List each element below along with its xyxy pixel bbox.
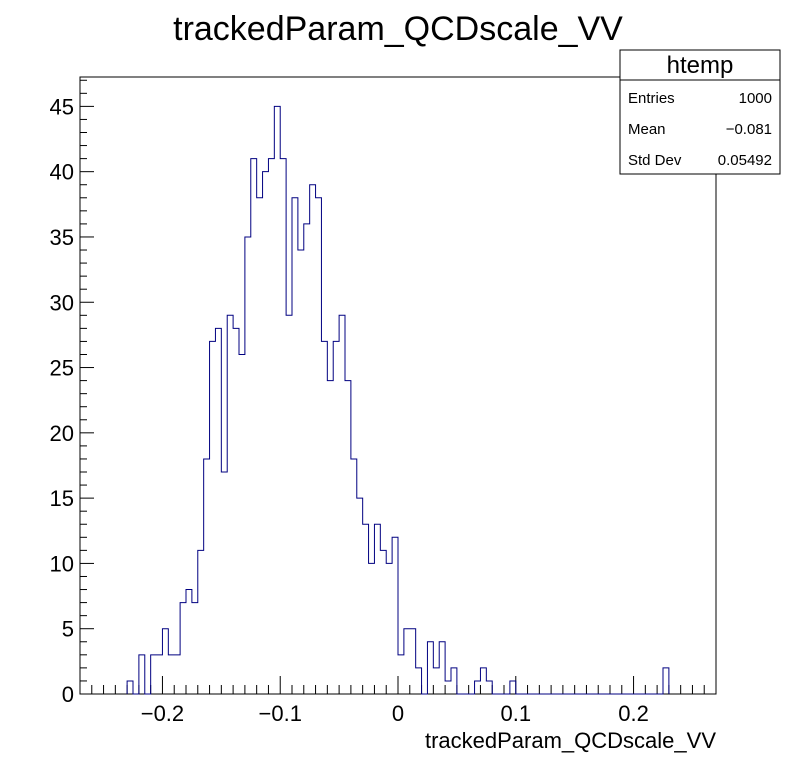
stats-box: htemp Entries 1000 Mean −0.081 Std Dev 0… xyxy=(619,49,781,175)
stats-mean-label: Mean xyxy=(628,121,666,138)
x-tick-label: −0.2 xyxy=(141,701,184,726)
stats-mean-value: −0.081 xyxy=(726,121,772,138)
y-tick-label: 5 xyxy=(62,617,74,642)
y-tick-label: 30 xyxy=(50,290,74,315)
x-tick-label: 0.2 xyxy=(618,701,649,726)
chart-title: trackedParam_QCDscale_VV xyxy=(173,10,623,48)
stats-box-name: htemp xyxy=(667,52,734,79)
y-tick-label: 40 xyxy=(50,160,74,185)
x-axis-label: trackedParam_QCDscale_VV xyxy=(425,728,716,753)
stats-stddev-label: Std Dev xyxy=(628,152,682,169)
y-tick-label: 45 xyxy=(50,94,74,119)
y-axis: 0 5 10 15 20 25 30 35 40 45 xyxy=(50,79,94,707)
y-tick-label: 20 xyxy=(50,421,74,446)
x-tick-label: −0.1 xyxy=(259,701,302,726)
histogram-outline xyxy=(126,105,670,695)
y-tick-label: 10 xyxy=(50,551,74,576)
stats-entries-value: 1000 xyxy=(739,90,772,107)
x-tick-label: 0 xyxy=(392,701,404,726)
y-tick-label: 0 xyxy=(62,682,74,707)
y-tick-label: 35 xyxy=(50,225,74,250)
y-tick-label: 15 xyxy=(50,486,74,511)
x-axis: −0.2 −0.1 0 0.1 0.2 xyxy=(91,676,705,726)
stats-entries-label: Entries xyxy=(628,90,675,107)
x-tick-label: 0.1 xyxy=(500,701,531,726)
stats-stddev-value: 0.05492 xyxy=(718,152,772,169)
y-tick-label: 25 xyxy=(50,356,74,381)
